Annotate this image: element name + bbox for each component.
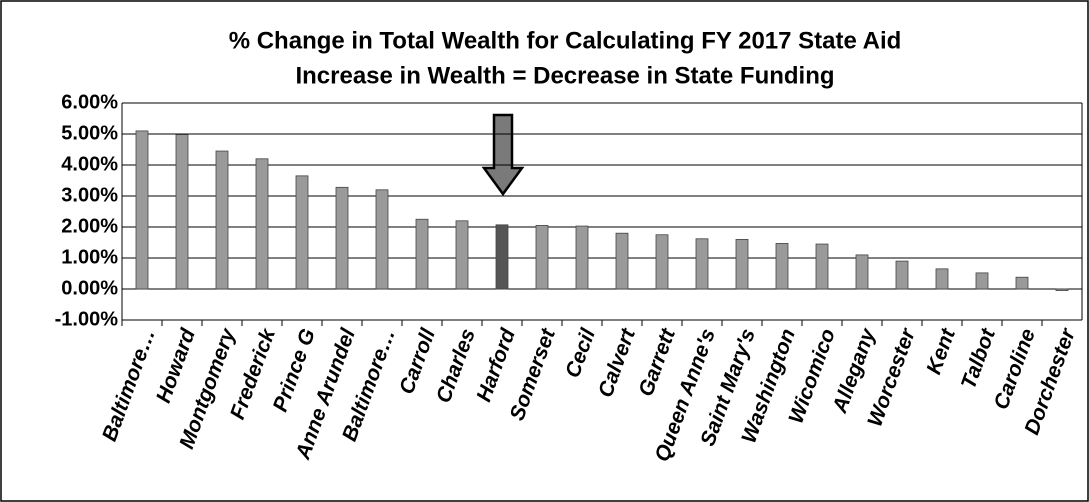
bar [855,254,869,290]
bar [215,150,229,290]
bar [455,220,469,290]
y-tick-label: 3.00% [61,184,118,206]
bar [495,224,509,290]
y-tick-label: 1.00% [61,246,118,268]
bar [895,260,909,290]
bar [975,272,989,290]
bar [335,186,349,290]
bar [935,268,949,290]
bar [255,158,269,290]
arrow [481,113,525,197]
y-tick-label: 0.00% [61,277,118,299]
y-tick-label: 6.00% [61,91,118,113]
bar [815,243,829,290]
bar [1015,276,1029,290]
bar [175,134,189,290]
y-tick-label: 2.00% [61,215,118,237]
bar [655,234,669,290]
bar [535,225,549,290]
bar [415,218,429,290]
chart-subtitle: Increase in Wealth = Decrease in State F… [295,62,834,89]
y-tick-label: 4.00% [61,153,118,175]
bar [575,225,589,290]
y-tick-label: -1.00% [55,308,119,330]
bar [295,175,309,290]
chart-title: % Change in Total Wealth for Calculating… [229,27,902,54]
bar [735,238,749,290]
bar [375,189,389,290]
bar [1055,288,1069,291]
y-tick-label: 5.00% [61,122,118,144]
bar [135,130,149,290]
bar [775,243,789,290]
bar [695,238,709,290]
bar [615,232,629,290]
